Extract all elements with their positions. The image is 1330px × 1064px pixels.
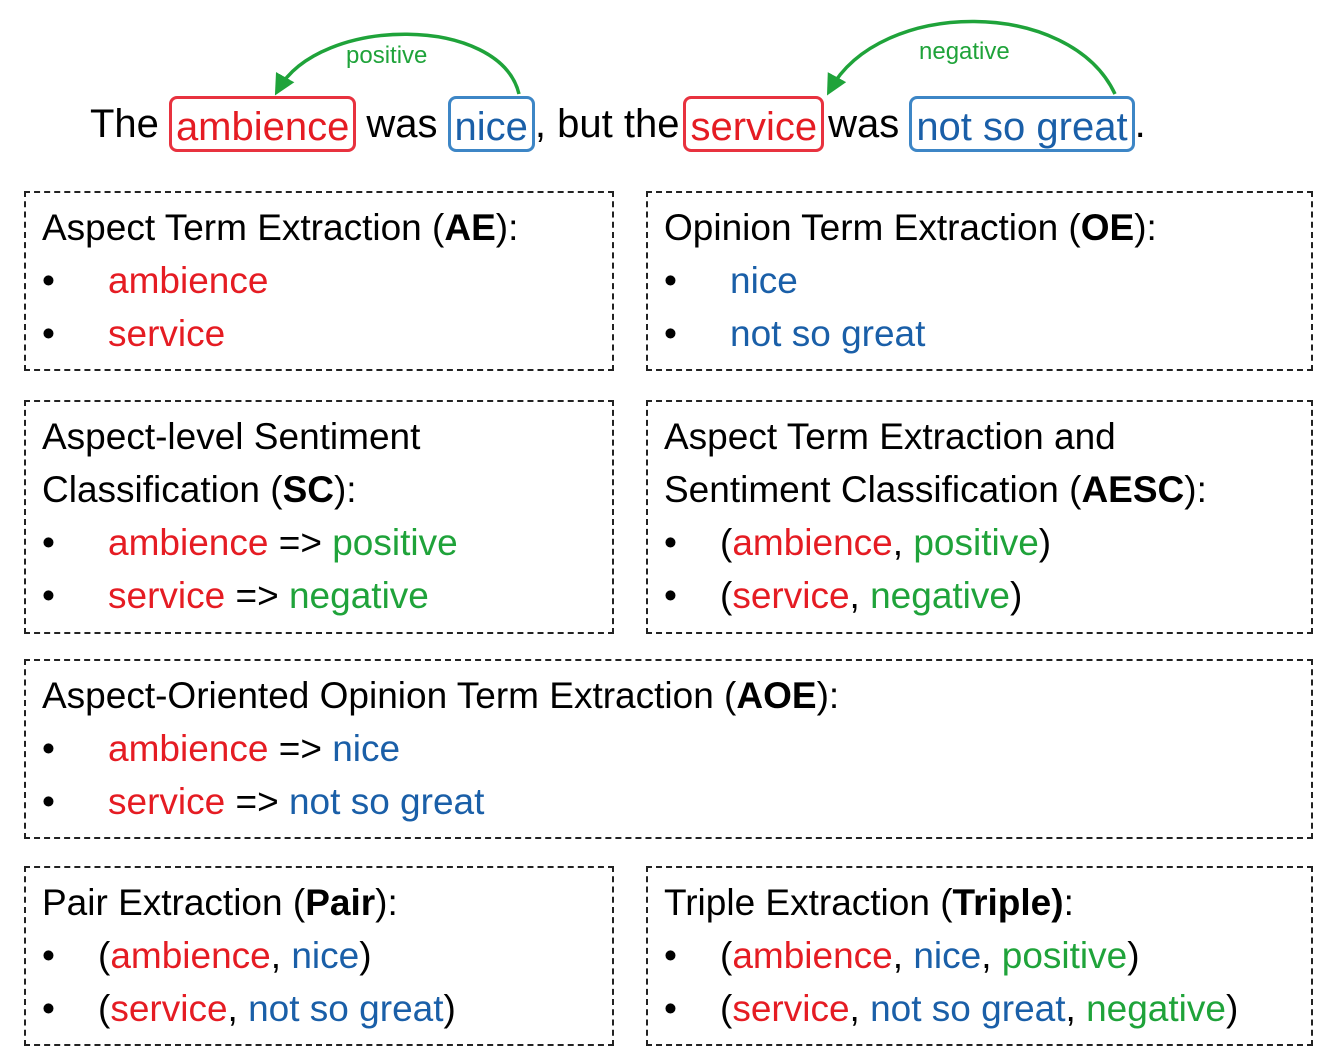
- arc-label-negative: negative: [919, 38, 1010, 65]
- task-title-line1: Aspect Term Extraction and: [664, 416, 1116, 457]
- aspect-term-ambience: ambience: [168, 96, 357, 152]
- arc-positive: [274, 32, 521, 96]
- task-aoe: Aspect-Oriented Opinion Term Extraction …: [24, 659, 1313, 839]
- task-ae: Aspect Term Extraction (AE): ambience se…: [24, 191, 614, 371]
- sentence-word: was: [366, 101, 438, 146]
- task-pair: Pair Extraction (Pair): (ambience, nice)…: [24, 866, 614, 1046]
- list-item: not so great: [664, 307, 1295, 360]
- list-item: service: [42, 307, 596, 360]
- task-title: Triple Extraction (Triple):: [664, 882, 1074, 923]
- list-item: (service, not so great, negative): [664, 982, 1295, 1035]
- task-title: Classification (SC):: [42, 469, 357, 510]
- sentence-word: was: [828, 101, 900, 146]
- sentence-period: .: [1134, 101, 1146, 146]
- task-title: Opinion Term Extraction (OE):: [664, 207, 1157, 248]
- task-title-line1: Aspect-level Sentiment: [42, 416, 421, 457]
- arc-negative: [826, 19, 1117, 96]
- list-item: nice: [664, 254, 1295, 307]
- opinion-term-not-so-great: not so great: [909, 96, 1135, 152]
- list-item: ambience => nice: [42, 722, 1295, 775]
- task-triple: Triple Extraction (Triple): (ambience, n…: [646, 866, 1313, 1046]
- task-aesc: Aspect Term Extraction and Sentiment Cla…: [646, 400, 1313, 634]
- relation-arcs: [274, 19, 1117, 96]
- arc-label-positive: positive: [346, 42, 428, 69]
- sentence-word: , but the: [534, 101, 680, 146]
- task-title: Aspect-Oriented Opinion Term Extraction …: [42, 675, 840, 716]
- list-item: (ambience, positive): [664, 516, 1295, 569]
- list-item: ambience: [42, 254, 596, 307]
- sentence-word: The: [90, 101, 159, 146]
- aspect-term-service: service: [683, 96, 825, 152]
- opinion-term-nice: nice: [447, 96, 535, 152]
- list-item: (ambience, nice, positive): [664, 929, 1295, 982]
- task-title: Aspect Term Extraction (AE):: [42, 207, 519, 248]
- list-item: (service, not so great): [42, 982, 596, 1035]
- task-title: Pair Extraction (Pair):: [42, 882, 398, 923]
- example-sentence: The ambience was nice , but the service …: [90, 92, 1146, 156]
- list-item: ambience => positive: [42, 516, 596, 569]
- task-sc: Aspect-level Sentiment Classification (S…: [24, 400, 614, 634]
- list-item: (service, negative): [664, 569, 1295, 622]
- list-item: service => negative: [42, 569, 596, 622]
- list-item: (ambience, nice): [42, 929, 596, 982]
- task-title: Sentiment Classification (AESC):: [664, 469, 1207, 510]
- list-item: service => not so great: [42, 775, 1295, 828]
- task-oe: Opinion Term Extraction (OE): nice not s…: [646, 191, 1313, 371]
